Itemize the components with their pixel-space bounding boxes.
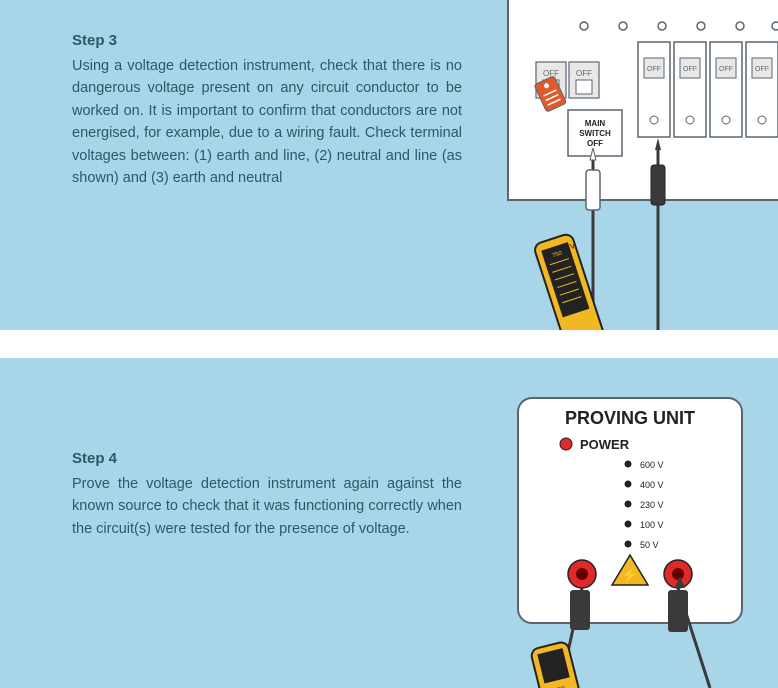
svg-text:POWER: POWER bbox=[580, 437, 630, 452]
svg-text:OFF: OFF bbox=[587, 139, 603, 148]
step3-text: Step 3 Using a voltage detection instrum… bbox=[72, 32, 462, 190]
step4-panel: Step 4 Prove the voltage detection instr… bbox=[0, 358, 778, 688]
step4-body: Prove the voltage detection instrument a… bbox=[72, 473, 462, 540]
step3-body: Using a voltage detection instrument, ch… bbox=[72, 55, 462, 190]
svg-text:OFF: OFF bbox=[576, 69, 592, 78]
svg-text:SWITCH: SWITCH bbox=[579, 129, 611, 138]
svg-text:100 V: 100 V bbox=[640, 520, 664, 530]
svg-text:400 V: 400 V bbox=[640, 480, 664, 490]
consumer-unit-illustration: OFF OFF MAIN SWITCH OFF OFF OFF OFF bbox=[498, 0, 778, 330]
svg-text:OFF: OFF bbox=[755, 66, 769, 73]
svg-text:600 V: 600 V bbox=[640, 460, 664, 470]
step3-title: Step 3 bbox=[72, 32, 462, 49]
svg-text:50 V: 50 V bbox=[640, 540, 659, 550]
step4-title: Step 4 bbox=[72, 450, 462, 467]
svg-text:⚡: ⚡ bbox=[621, 567, 638, 584]
svg-text:PROVING UNIT: PROVING UNIT bbox=[565, 408, 695, 428]
svg-text:OFF: OFF bbox=[683, 66, 697, 73]
step4-text: Step 4 Prove the voltage detection instr… bbox=[72, 450, 462, 540]
svg-text:MAIN: MAIN bbox=[585, 119, 606, 128]
svg-text:230 V: 230 V bbox=[640, 500, 664, 510]
step3-panel: Step 3 Using a voltage detection instrum… bbox=[0, 0, 778, 330]
svg-text:OFF: OFF bbox=[647, 66, 661, 73]
proving-unit-illustration: PROVING UNIT POWER 600 V 400 V 230 V 100… bbox=[510, 390, 750, 688]
svg-text:OFF: OFF bbox=[719, 66, 733, 73]
